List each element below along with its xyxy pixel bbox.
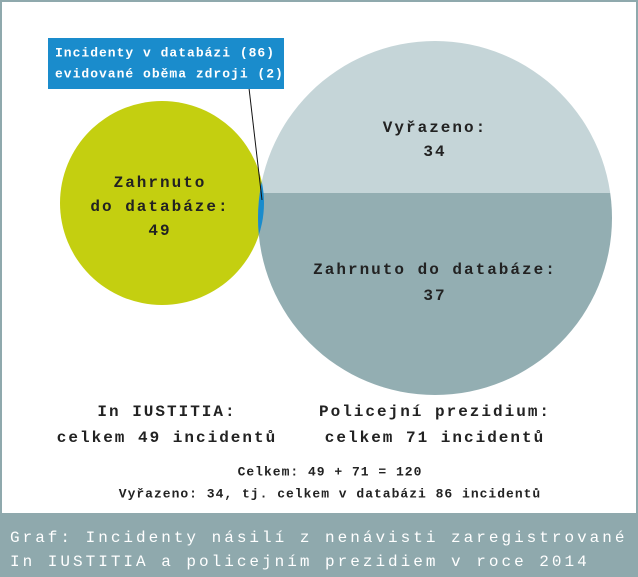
callout-text: Incidenty v databázi (86) [55, 45, 275, 60]
left-value: 49 [148, 222, 171, 240]
total-line: Vyřazeno: 34, tj. celkem v databázi 86 i… [119, 486, 541, 501]
source-label: In IUSTITIA: [97, 403, 236, 421]
left-label: do databáze: [90, 198, 229, 216]
source-label: Policejní prezidium: [319, 403, 551, 421]
excluded-value: 34 [423, 143, 446, 161]
callout-text: evidované oběma zdroji (2) [55, 66, 284, 81]
callout-line [248, 87, 263, 201]
included-value: 37 [423, 287, 446, 305]
included-label: Zahrnuto do databáze: [313, 261, 557, 279]
excluded-label: Vyřazeno: [383, 119, 487, 137]
left-circle [60, 101, 264, 305]
callout-box [48, 38, 284, 89]
caption: Graf: Incidenty násilí z nenávisti zareg… [10, 529, 627, 547]
left-label: Zahrnuto [114, 174, 207, 192]
caption: In IUSTITIA a policejním prezidiem v roc… [10, 553, 590, 571]
source-total: celkem 71 incidentů [325, 429, 545, 447]
total-line: Celkem: 49 + 71 = 120 [238, 464, 423, 479]
caption-band [0, 513, 638, 577]
source-total: celkem 49 incidentů [57, 429, 277, 447]
